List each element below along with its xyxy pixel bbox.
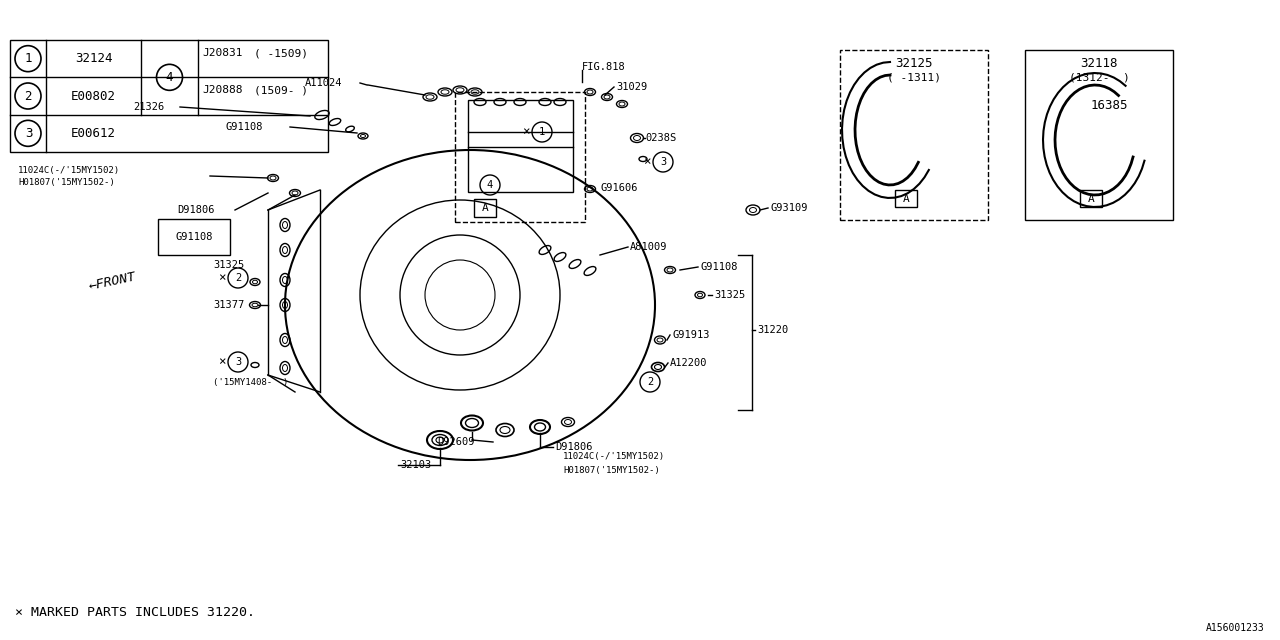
Text: 3: 3: [660, 157, 666, 167]
Text: 0238S: 0238S: [645, 133, 676, 143]
Bar: [840, 50, 988, 220]
Text: 32124: 32124: [74, 52, 113, 65]
Text: G91108: G91108: [700, 262, 737, 272]
Text: ×: ×: [522, 125, 530, 138]
Text: (1509- ): (1509- ): [253, 85, 308, 95]
Text: 4: 4: [165, 71, 173, 84]
Text: ( -1509): ( -1509): [253, 48, 308, 58]
Bar: [157, 219, 230, 255]
Text: D91806: D91806: [177, 205, 215, 215]
Text: 32118: 32118: [1080, 56, 1117, 70]
Text: H01807('15MY1502-): H01807('15MY1502-): [563, 465, 659, 474]
Bar: [1080, 190, 1102, 207]
Text: J20888: J20888: [202, 85, 242, 95]
Bar: [895, 190, 916, 207]
Text: 1: 1: [24, 52, 32, 65]
Text: H01807('15MY1502-): H01807('15MY1502-): [18, 177, 115, 186]
Text: 31325: 31325: [714, 290, 745, 300]
Text: D91806: D91806: [556, 442, 593, 452]
Text: 1: 1: [539, 127, 545, 137]
Text: × MARKED PARTS INCLUDES 31220.: × MARKED PARTS INCLUDES 31220.: [15, 605, 255, 618]
Bar: [1025, 50, 1172, 220]
Text: G91913: G91913: [672, 330, 709, 340]
Text: E00802: E00802: [70, 90, 116, 102]
Text: G91108: G91108: [225, 122, 262, 132]
Text: 4: 4: [486, 180, 493, 190]
Text: A81009: A81009: [630, 242, 667, 252]
Text: 2: 2: [646, 377, 653, 387]
Text: 2: 2: [24, 90, 32, 102]
Text: 31377: 31377: [212, 300, 244, 310]
Text: ('15MY1408-  ): ('15MY1408- ): [212, 378, 288, 387]
Text: G91108: G91108: [175, 232, 212, 242]
Text: 11024C(-/'15MY1502): 11024C(-/'15MY1502): [563, 452, 666, 461]
Text: ×: ×: [219, 271, 227, 285]
Text: J20831: J20831: [202, 48, 242, 58]
Bar: [10, 40, 328, 152]
Text: E00612: E00612: [70, 127, 116, 140]
Text: 32103: 32103: [401, 460, 431, 470]
Text: (1312-  ): (1312- ): [1069, 72, 1129, 82]
Text: G91606: G91606: [600, 183, 637, 193]
Text: D92609: D92609: [436, 437, 475, 447]
Text: A: A: [1088, 194, 1094, 204]
Text: 2: 2: [234, 273, 241, 283]
Text: 32125: 32125: [895, 56, 933, 70]
Text: 11024C(-/'15MY1502): 11024C(-/'15MY1502): [18, 166, 120, 175]
Text: A11024: A11024: [305, 78, 343, 88]
Text: G93109: G93109: [771, 203, 808, 213]
Text: ×: ×: [219, 355, 227, 369]
Text: A: A: [481, 203, 489, 213]
Text: 3: 3: [234, 357, 241, 367]
Text: 21326: 21326: [133, 102, 164, 112]
Text: A156001233: A156001233: [1206, 623, 1265, 633]
Text: ( -1311): ( -1311): [887, 72, 941, 82]
Text: 31325: 31325: [212, 260, 244, 270]
Text: ←FRONT: ←FRONT: [88, 271, 138, 293]
Text: 16385: 16385: [1091, 99, 1128, 111]
Text: A12200: A12200: [669, 358, 708, 368]
Bar: [454, 92, 585, 222]
Text: ×: ×: [644, 156, 652, 168]
Text: 31029: 31029: [616, 82, 648, 92]
Text: 3: 3: [26, 127, 33, 140]
Text: FIG.818: FIG.818: [582, 62, 626, 72]
Bar: [468, 100, 573, 192]
Text: A: A: [902, 194, 909, 204]
Text: 31220: 31220: [756, 325, 788, 335]
Bar: [474, 199, 497, 217]
